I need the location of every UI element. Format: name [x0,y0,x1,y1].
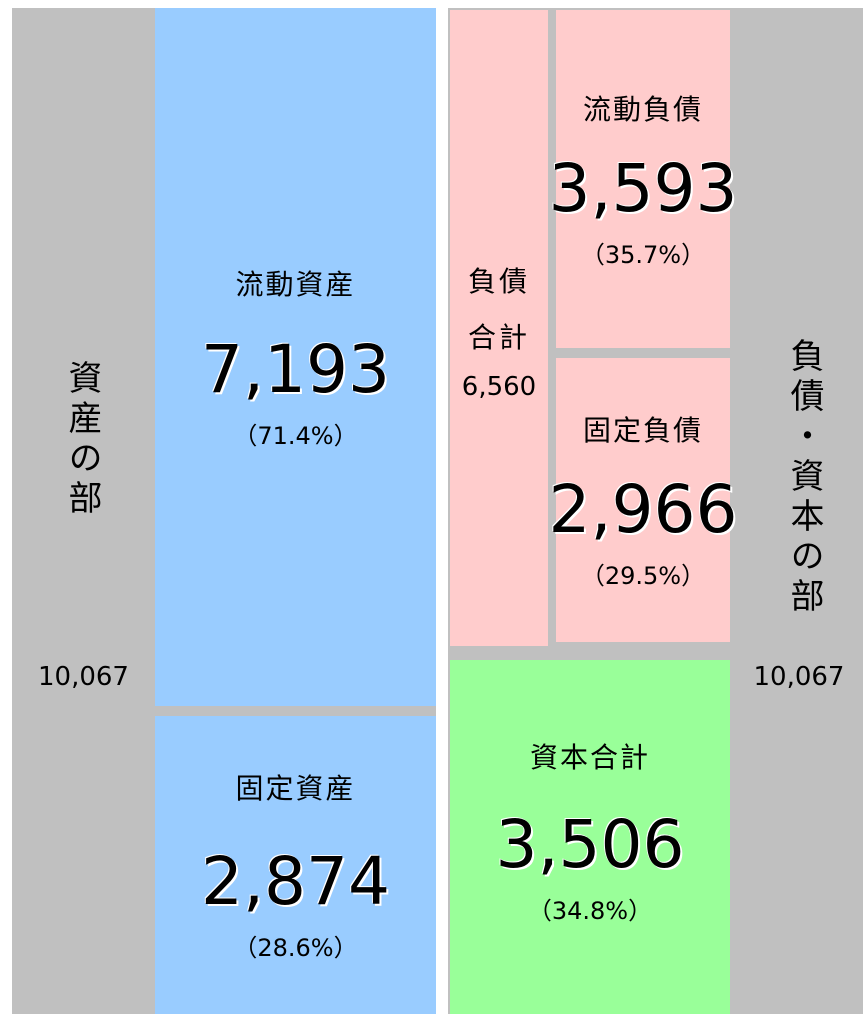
current-liabilities: 流動負債 3,593 （35.7%） [549,10,737,348]
amount: 2,874 [201,843,390,920]
ratio: （29.5%） [580,562,706,590]
label: 流動負債 [582,93,703,126]
fixed-assets: 固定資産 2,874 （28.6%） [155,716,436,1014]
label: 固定負債 [582,414,703,447]
amount: 7,193 [201,331,390,408]
total-liabilities: 負債合計 6,560 [450,10,548,646]
amount: 3,506 [495,806,685,883]
liabilities-equity-total: 10,067 [753,662,845,692]
assets-total: 10,067 [38,662,129,692]
ratio: （34.8%） [527,897,653,925]
amount: 6,560 [461,372,537,402]
label: 流動資産 [235,268,356,301]
ratio: （71.4%） [233,422,358,450]
assets-column [12,8,155,1014]
label: 固定資産 [235,772,356,805]
label: 資本合計 [529,741,650,774]
amount: 3,593 [548,150,738,227]
assets-title: 資産の部 [62,360,102,520]
liabilities-equity-title: 負債・資本の部 [784,338,824,618]
ratio: （35.7%） [580,241,706,269]
ratio: （28.6%） [233,934,358,962]
current-assets: 流動資産 7,193 （71.4%） [155,8,436,706]
total-equity: 資本合計 3,506 （34.8%） [450,660,730,1014]
label: 負債合計 [468,265,531,354]
amount: 2,966 [548,471,738,548]
fixed-liabilities: 固定負債 2,966 （29.5%） [549,358,737,642]
